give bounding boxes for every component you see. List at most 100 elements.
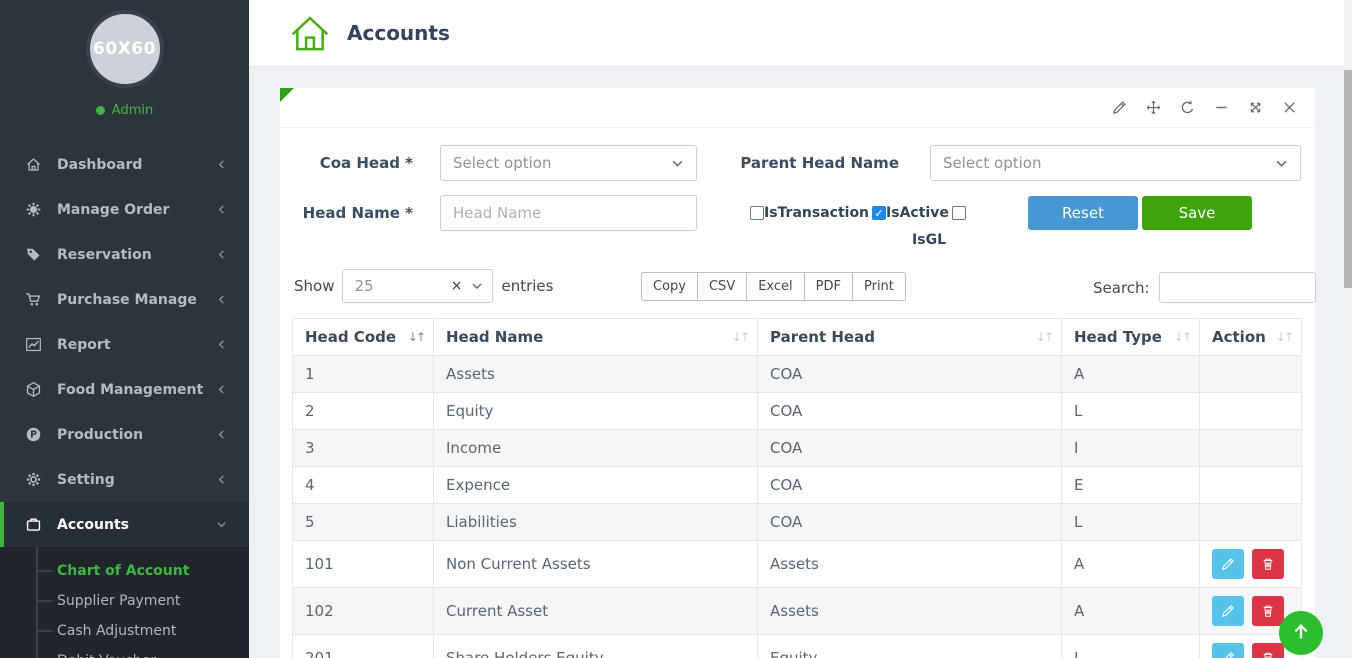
head-code-cell: 5 xyxy=(292,503,434,541)
scrollbar-thumb[interactable] xyxy=(1344,70,1352,288)
isactive-checkbox[interactable]: ✓ xyxy=(872,206,887,220)
coa-head-select[interactable]: Select option xyxy=(440,145,697,181)
sort-icon[interactable]: ↓↑ xyxy=(1275,330,1294,344)
excel-export-button[interactable]: Excel xyxy=(746,272,805,301)
parent-head-cell: Equity xyxy=(757,634,1062,658)
sidebar-item-setting[interactable]: Setting xyxy=(0,457,249,502)
chevron-down-icon xyxy=(471,280,483,292)
istransaction-checkbox[interactable] xyxy=(750,206,764,220)
chevron-left-icon xyxy=(216,339,227,350)
edit-button[interactable] xyxy=(1212,596,1244,626)
trash-icon xyxy=(1261,604,1275,618)
print-export-button[interactable]: Print xyxy=(851,272,906,301)
sidebar-item-dashboard[interactable]: Dashboard xyxy=(0,142,249,187)
column-header-action[interactable]: Action ↓↑ xyxy=(1199,318,1302,356)
refresh-icon[interactable] xyxy=(1180,100,1195,115)
head-code-cell: 102 xyxy=(292,587,434,635)
istransaction-label: IsTransaction xyxy=(764,205,870,221)
sidebar-item-production[interactable]: P Production xyxy=(0,412,249,457)
delete-button[interactable] xyxy=(1252,596,1284,626)
pencil-icon xyxy=(1221,604,1235,618)
export-buttons: Copy CSV Excel PDF Print xyxy=(641,272,906,301)
copy-export-button[interactable]: Copy xyxy=(641,272,698,301)
csv-export-button[interactable]: CSV xyxy=(696,272,748,301)
sidebar-subitem-debit-voucher[interactable]: Debit Voucher xyxy=(0,646,249,658)
sidebar-subitem-cash-adjustment[interactable]: Cash Adjustment xyxy=(0,616,249,646)
isgl-label: IsGL xyxy=(912,232,946,248)
home-icon xyxy=(25,156,42,173)
column-header-head-type[interactable]: Head Type ↓↑ xyxy=(1061,318,1200,356)
head-type-cell: A xyxy=(1061,587,1200,635)
table-row: 102 Current Asset Assets A xyxy=(292,587,1302,635)
sidebar-item-purchase-manage[interactable]: Purchase Manage xyxy=(0,277,249,322)
head-code-cell: 201 xyxy=(292,634,434,658)
close-icon[interactable] xyxy=(1282,100,1297,115)
arrow-up-icon xyxy=(1291,622,1311,645)
edit-button[interactable] xyxy=(1212,549,1244,579)
column-header-head-name[interactable]: Head Name ↓↑ xyxy=(433,318,758,356)
head-name-input[interactable] xyxy=(440,195,697,231)
head-type-cell: A xyxy=(1061,540,1200,588)
head-name-cell: Non Current Assets xyxy=(433,540,758,588)
sidebar-item-manage-order[interactable]: Manage Order xyxy=(0,187,249,232)
parent-head-select[interactable]: Select option xyxy=(930,145,1301,181)
sidebar-item-label: Setting xyxy=(57,471,115,488)
parent-head-name-label: Parent Head Name xyxy=(740,154,899,172)
sidebar-item-report[interactable]: Report xyxy=(0,322,249,367)
avatar-text: 60X60 xyxy=(93,39,156,59)
collapse-icon[interactable] xyxy=(1214,100,1229,115)
parent-head-cell: COA xyxy=(757,466,1062,504)
sidebar-item-label: Report xyxy=(57,336,111,353)
chevron-left-icon xyxy=(216,474,227,485)
move-icon[interactable] xyxy=(1146,100,1161,115)
search-input[interactable] xyxy=(1158,272,1316,303)
delete-button[interactable] xyxy=(1252,643,1284,658)
sidebar-item-food-management[interactable]: Food Management xyxy=(0,367,249,412)
clear-icon[interactable]: × xyxy=(450,278,463,294)
page-title: Accounts xyxy=(347,21,450,45)
sort-icon[interactable]: ↓↑ xyxy=(731,330,750,344)
head-code-cell: 1 xyxy=(292,355,434,393)
sidebar-subitem-chart-of-account[interactable]: Chart of Account xyxy=(0,556,249,586)
chevron-down-icon xyxy=(671,157,684,170)
home-icon xyxy=(287,9,333,57)
column-header-parent-head[interactable]: Parent Head ↓↑ xyxy=(757,318,1062,356)
scroll-to-top-button[interactable] xyxy=(1279,611,1323,655)
sidebar-item-reservation[interactable]: Reservation xyxy=(0,232,249,277)
reset-button[interactable]: Reset xyxy=(1028,196,1138,230)
panel-toolbar xyxy=(280,88,1315,128)
head-name-cell: Assets xyxy=(433,355,758,393)
isgl-checkbox[interactable] xyxy=(951,206,966,220)
parent-head-cell: COA xyxy=(757,392,1062,430)
parent-head-cell: Assets xyxy=(757,540,1062,588)
parent-head-cell: COA xyxy=(757,503,1062,541)
sort-icon[interactable]: ↓↑ xyxy=(1035,330,1054,344)
pdf-export-button[interactable]: PDF xyxy=(803,272,853,301)
cart-icon xyxy=(25,291,42,308)
tag-icon xyxy=(25,246,42,263)
chevron-left-icon xyxy=(216,294,227,305)
expand-icon[interactable] xyxy=(1248,100,1263,115)
chevron-left-icon xyxy=(216,384,227,395)
head-code-cell: 101 xyxy=(292,540,434,588)
action-cell xyxy=(1199,587,1302,635)
column-header-head-code[interactable]: Head Code ↓↑ xyxy=(292,318,434,356)
delete-button[interactable] xyxy=(1252,549,1284,579)
sidebar-item-label: Reservation xyxy=(57,246,152,263)
cube-icon xyxy=(25,381,42,398)
page-scrollbar[interactable] xyxy=(1344,0,1352,658)
edit-icon[interactable] xyxy=(1112,100,1127,115)
trash-icon xyxy=(1261,557,1275,571)
sort-icon[interactable]: ↓↑ xyxy=(407,330,426,344)
edit-button[interactable] xyxy=(1212,643,1244,658)
sidebar-item-label: Purchase Manage xyxy=(57,291,197,308)
sort-icon[interactable]: ↓↑ xyxy=(1173,330,1192,344)
sidebar-subitem-supplier-payment[interactable]: Supplier Payment xyxy=(0,586,249,616)
sidebar-item-accounts[interactable]: Accounts xyxy=(0,502,249,547)
save-button[interactable]: Save xyxy=(1142,196,1252,230)
page-size-select[interactable]: 25 × xyxy=(342,269,494,303)
head-name-cell: Share Holders Equity xyxy=(433,634,758,658)
head-name-cell: Equity xyxy=(433,392,758,430)
pencil-icon xyxy=(1221,651,1235,658)
avatar: 60X60 xyxy=(85,10,164,88)
